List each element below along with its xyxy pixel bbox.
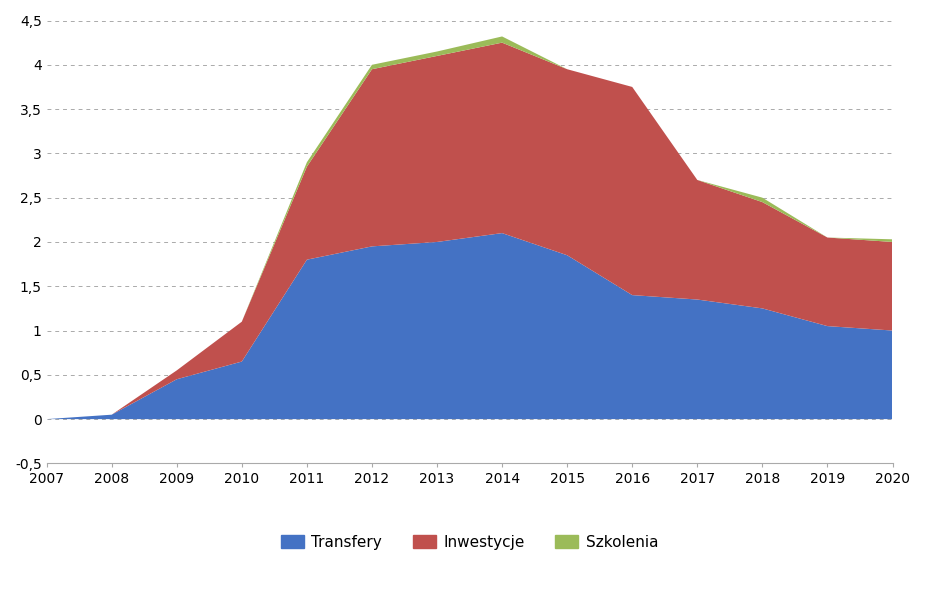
Legend: Transfery, Inwestycje, Szkolenia: Transfery, Inwestycje, Szkolenia (275, 528, 664, 556)
